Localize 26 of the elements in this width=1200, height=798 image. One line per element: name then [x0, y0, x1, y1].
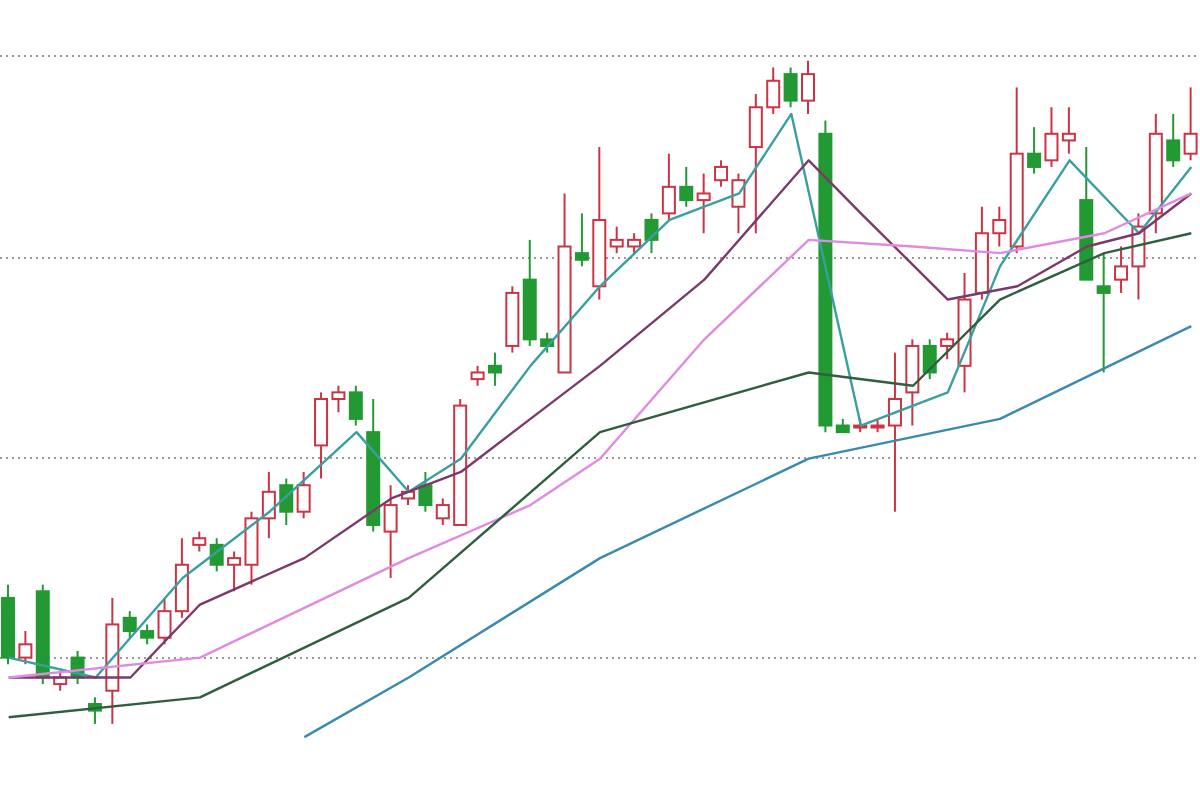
- candlestick: [418, 470, 433, 513]
- candlestick: [1166, 112, 1181, 168]
- candlestick: [574, 212, 589, 268]
- candlestick: [661, 152, 676, 221]
- candlestick: [279, 477, 294, 526]
- candlestick: [296, 470, 311, 520]
- candlestick: [940, 331, 955, 361]
- candlestick: [679, 165, 694, 208]
- candlestick: [140, 623, 155, 646]
- candlestick: [470, 364, 485, 387]
- candlestick: [383, 484, 398, 580]
- candlestick: [487, 351, 502, 387]
- candlestick: [1027, 126, 1042, 175]
- candlestick: [18, 630, 33, 666]
- candlestick: [348, 384, 363, 427]
- candlestick: [696, 172, 711, 235]
- candlestick: [905, 338, 920, 427]
- candlestick: [1061, 106, 1076, 155]
- candlestick: [801, 59, 815, 115]
- candlestick: [122, 610, 137, 639]
- candlestick: [644, 212, 659, 255]
- candlestick: [192, 530, 207, 553]
- candlestick: [922, 338, 937, 381]
- candlestick: [783, 66, 798, 109]
- candlestick: [1044, 106, 1059, 168]
- candlestick: [1096, 252, 1111, 374]
